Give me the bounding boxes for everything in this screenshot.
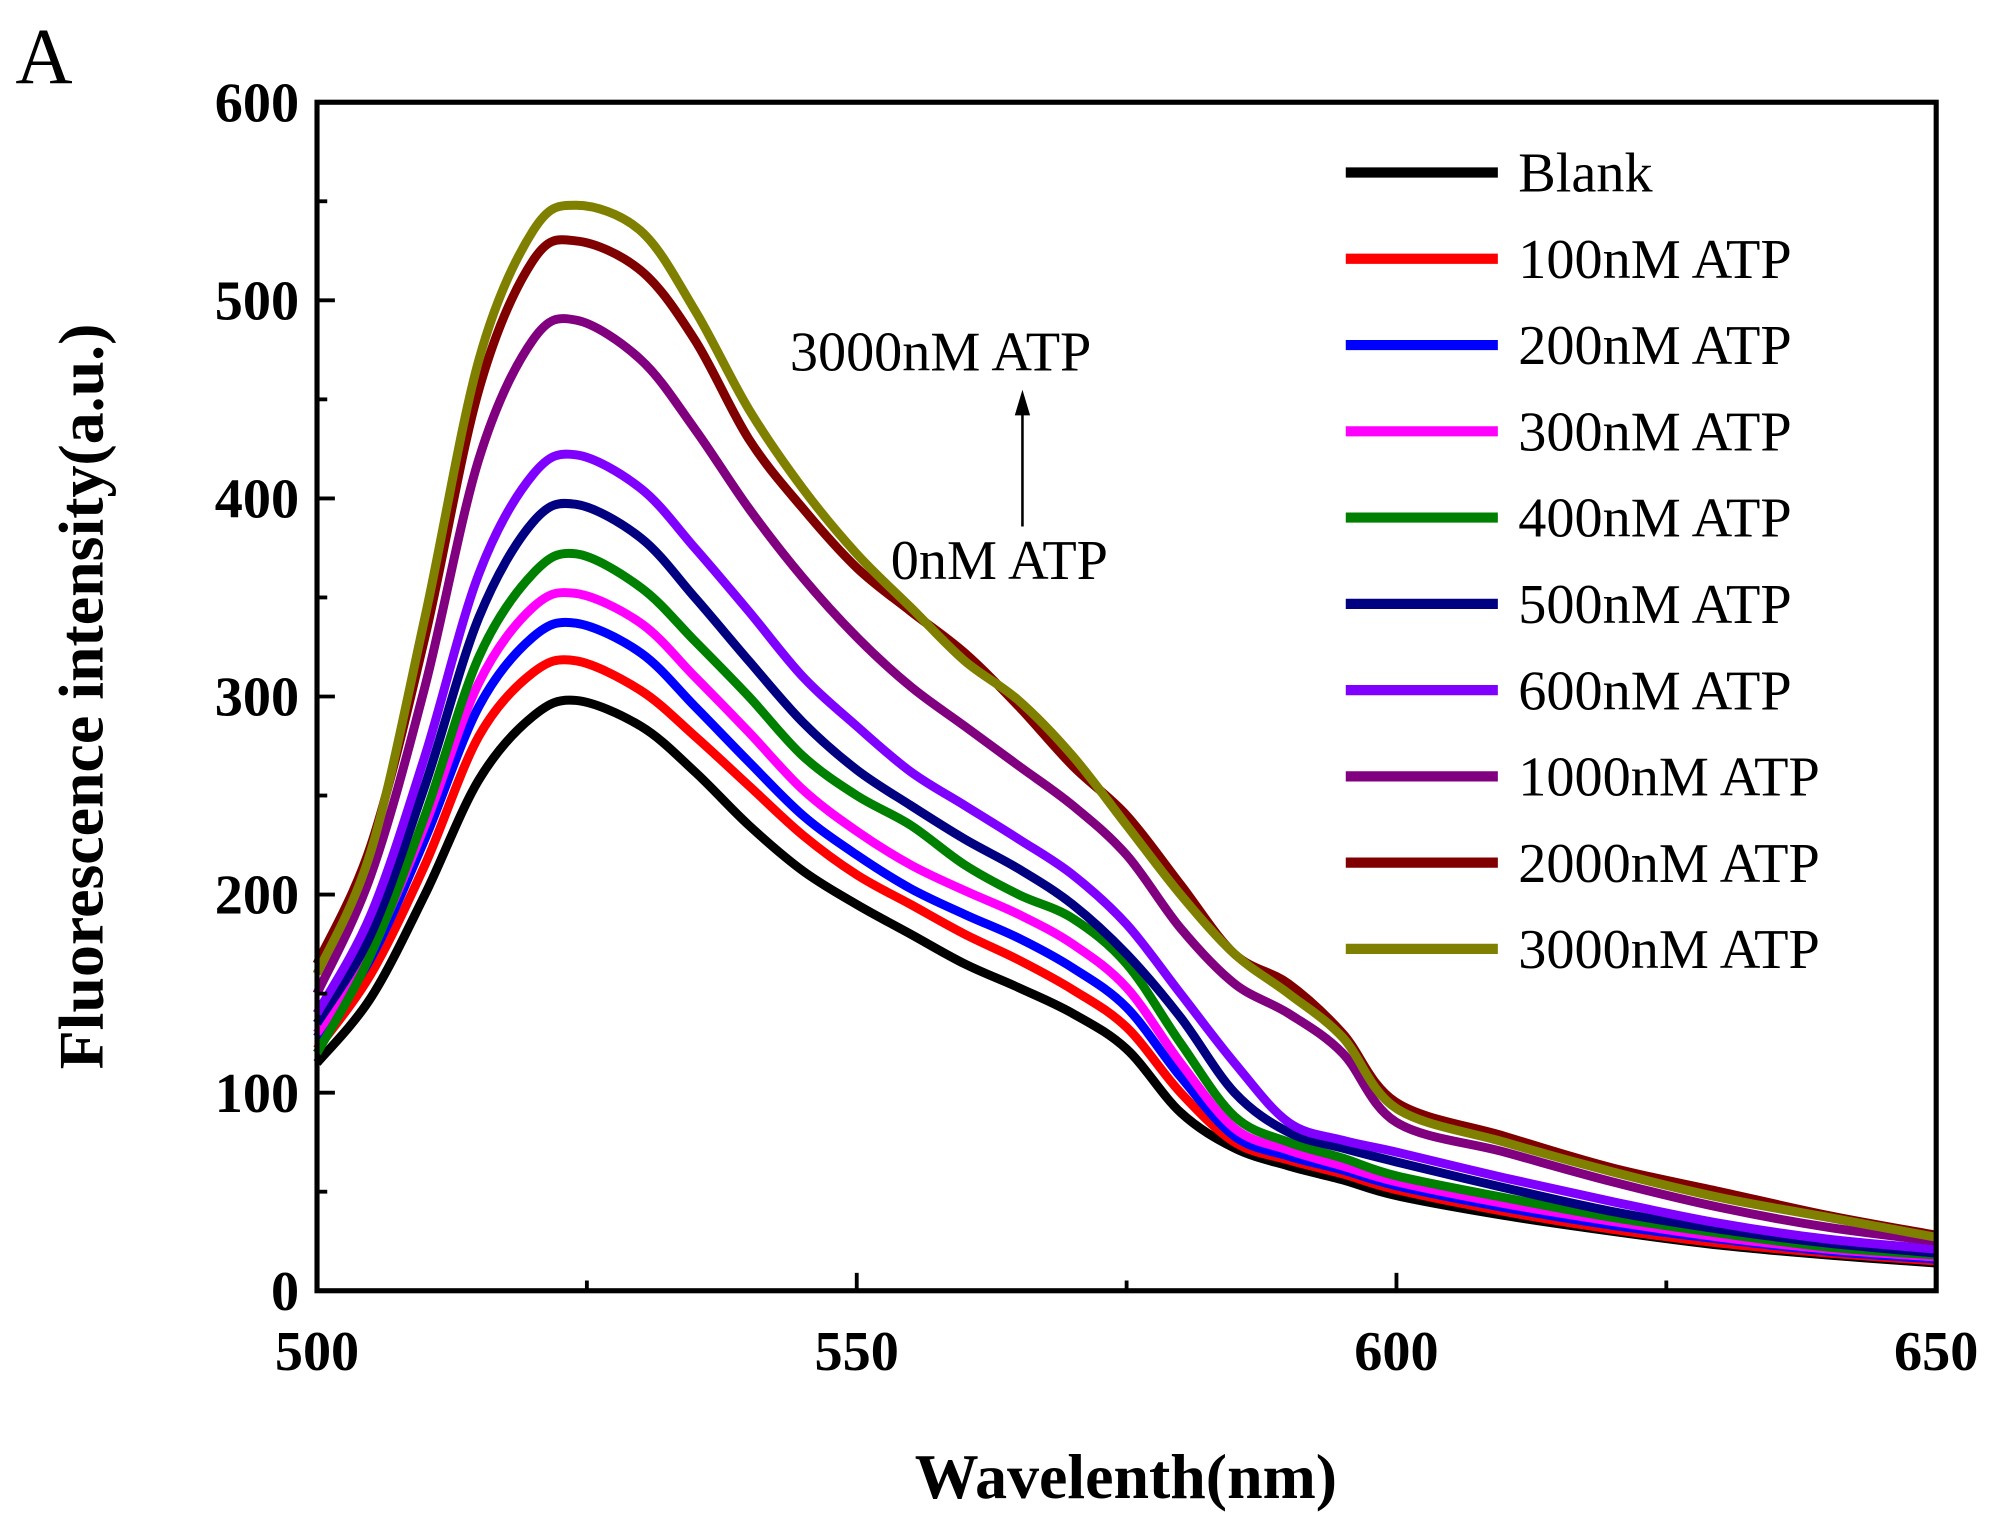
series-line-9 (312, 200, 1937, 1242)
x-tick-label: 500 (275, 1321, 359, 1383)
series-line-4 (313, 548, 1937, 1260)
y-tick-label: 500 (215, 270, 299, 332)
legend-label-4: 400nM ATP (1518, 488, 1791, 550)
increase-arrow-head (1014, 389, 1031, 416)
legend-label-3: 300nM ATP (1518, 401, 1791, 463)
annotation-bottom: 0nM ATP (891, 530, 1108, 592)
series-line-3 (313, 587, 1937, 1262)
annotation-top: 3000nM ATP (790, 322, 1091, 384)
x-axis-label: Wavelenth(nm) (915, 1441, 1337, 1512)
legend-label-9: 3000nM ATP (1518, 919, 1819, 981)
y-axis-label: Fluorescence intensity(a.u.) (45, 324, 116, 1070)
curves (312, 200, 1937, 1268)
legend-label-5: 500nM ATP (1518, 574, 1791, 636)
y-tick-label: 300 (215, 667, 299, 729)
series-line-5 (313, 498, 1937, 1258)
legend-label-1: 100nM ATP (1518, 229, 1791, 291)
y-tick-label: 600 (215, 72, 299, 134)
y-tick-label: 200 (215, 865, 299, 927)
legend: Blank 100nM ATP 200nM ATP 300nM ATP 400nM AT… (1345, 143, 1820, 981)
x-tick-label: 600 (1354, 1321, 1438, 1383)
legend-label-7: 1000nM ATP (1518, 747, 1819, 809)
legend-label-0: Blank (1518, 143, 1653, 205)
x-tick-label: 550 (815, 1321, 899, 1383)
legend-label-6: 600nM ATP (1518, 660, 1791, 722)
y-tick-label: 100 (215, 1063, 299, 1125)
series-line-6 (313, 449, 1937, 1254)
panel-label: A (15, 13, 72, 101)
series-line-7 (312, 314, 1937, 1246)
x-axis: 500 550 600 650 (275, 1272, 1978, 1383)
y-axis: 0 100 200 300 400 500 600 (215, 72, 335, 1323)
legend-label-8: 2000nM ATP (1518, 833, 1819, 895)
y-tick-label: 400 (215, 469, 299, 531)
y-tick-label: 0 (271, 1261, 299, 1323)
x-tick-label: 650 (1894, 1321, 1978, 1383)
legend-label-2: 200nM ATP (1518, 315, 1791, 377)
series-line-8 (312, 235, 1937, 1240)
